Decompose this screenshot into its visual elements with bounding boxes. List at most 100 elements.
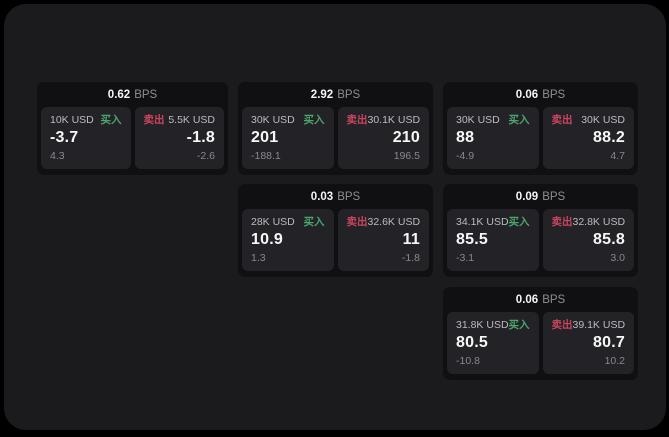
sell-panel[interactable]: 卖出 5.5K USD -1.8 -2.6 [134, 107, 224, 169]
buy-amount: 10K USD [50, 114, 94, 126]
sell-delta: -2.6 [196, 150, 215, 162]
sell-delta: 196.5 [393, 150, 420, 162]
sell-amount: 30K USD [581, 114, 625, 126]
sell-panel[interactable]: 卖出 30.1K USD 210 196.5 [337, 107, 429, 169]
bps-spread-value: 2.92 [310, 88, 334, 101]
sell-top-row: 卖出 30.1K USD [347, 114, 421, 126]
buy-panel[interactable]: 10K USD 买入 -3.7 4.3 [41, 107, 131, 169]
buy-top-row: 30K USD 买入 [456, 114, 530, 126]
bps-spread-value: 0.03 [310, 190, 334, 203]
card-body: 31.8K USD 买入 80.5 -10.8 卖出 39.1K USD 80.… [443, 312, 638, 380]
buy-price: 88 [456, 129, 475, 146]
sell-side-label: 卖出 [551, 216, 573, 228]
card-body: 30K USD 买入 201 -188.1 卖出 30.1K USD 210 1… [238, 107, 433, 175]
buy-price: 85.5 [456, 231, 488, 248]
card-body: 30K USD 买入 88 -4.9 卖出 30K USD 88.2 4.7 [443, 107, 638, 175]
sell-top-row: 卖出 5.5K USD [144, 114, 216, 126]
bps-unit-label: BPS [542, 293, 566, 306]
sell-delta: 4.7 [610, 150, 625, 162]
quote-card[interactable]: 0.06 BPS 30K USD 买入 88 -4.9 卖出 30K USD 8… [443, 82, 638, 175]
card-header: 0.09 BPS [443, 184, 638, 209]
bps-unit-label: BPS [134, 88, 158, 101]
quote-card[interactable]: 2.92 BPS 30K USD 买入 201 -188.1 卖出 30.1K … [238, 82, 433, 175]
card-body: 10K USD 买入 -3.7 4.3 卖出 5.5K USD -1.8 -2.… [37, 107, 228, 175]
cards-area: 0.62 BPS 10K USD 买入 -3.7 4.3 卖出 5.5K USD… [4, 4, 666, 430]
card-header: 0.03 BPS [238, 184, 433, 209]
sell-amount: 32.6K USD [367, 216, 421, 228]
bps-spread-value: 0.06 [515, 293, 539, 306]
quote-card[interactable]: 0.09 BPS 34.1K USD 买入 85.5 -3.1 卖出 32.8K… [443, 184, 638, 277]
sell-amount: 30.1K USD [367, 114, 421, 126]
buy-delta: -188.1 [251, 150, 281, 162]
buy-amount: 34.1K USD [456, 216, 509, 228]
buy-price: -3.7 [50, 129, 79, 146]
sell-top-row: 卖出 32.8K USD [552, 216, 626, 228]
buy-panel[interactable]: 28K USD 买入 10.9 1.3 [242, 209, 334, 271]
quote-card[interactable]: 0.62 BPS 10K USD 买入 -3.7 4.3 卖出 5.5K USD… [37, 82, 228, 175]
card-body: 34.1K USD 买入 85.5 -3.1 卖出 32.8K USD 85.8… [443, 209, 638, 277]
sell-price: 80.7 [593, 334, 625, 351]
bps-unit-label: BPS [542, 190, 566, 203]
buy-amount: 30K USD [251, 114, 295, 126]
card-header: 0.06 BPS [443, 82, 638, 107]
sell-panel[interactable]: 卖出 32.6K USD 11 -1.8 [337, 209, 429, 271]
buy-panel[interactable]: 30K USD 买入 201 -188.1 [242, 107, 334, 169]
buy-top-row: 30K USD 买入 [251, 114, 325, 126]
sell-top-row: 卖出 39.1K USD [552, 319, 626, 331]
buy-side-label: 买入 [100, 114, 122, 126]
sell-side-label: 卖出 [346, 114, 368, 126]
sell-price: 85.8 [593, 231, 625, 248]
bps-spread-value: 0.06 [515, 88, 539, 101]
quote-board-panel: 0.62 BPS 10K USD 买入 -3.7 4.3 卖出 5.5K USD… [4, 4, 666, 430]
buy-side-label: 买入 [508, 216, 530, 228]
buy-delta: -3.1 [456, 252, 475, 264]
sell-side-label: 卖出 [551, 114, 573, 126]
sell-delta: -1.8 [401, 252, 420, 264]
bps-spread-value: 0.62 [107, 88, 131, 101]
buy-amount: 31.8K USD [456, 319, 509, 331]
buy-price: 201 [251, 129, 279, 146]
sell-delta: 10.2 [604, 355, 625, 367]
buy-amount: 28K USD [251, 216, 295, 228]
sell-amount: 39.1K USD [572, 319, 626, 331]
sell-price: 11 [402, 231, 420, 248]
buy-top-row: 10K USD 买入 [50, 114, 122, 126]
buy-side-label: 买入 [303, 216, 325, 228]
quote-card[interactable]: 0.03 BPS 28K USD 买入 10.9 1.3 卖出 32.6K US… [238, 184, 433, 277]
card-body: 28K USD 买入 10.9 1.3 卖出 32.6K USD 11 -1.8 [238, 209, 433, 277]
sell-panel[interactable]: 卖出 30K USD 88.2 4.7 [542, 107, 634, 169]
sell-side-label: 卖出 [346, 216, 368, 228]
bps-spread-value: 0.09 [515, 190, 539, 203]
sell-delta: 3.0 [610, 252, 625, 264]
sell-side-label: 卖出 [143, 114, 165, 126]
sell-price: 210 [392, 129, 420, 146]
sell-panel[interactable]: 卖出 32.8K USD 85.8 3.0 [542, 209, 634, 271]
buy-top-row: 31.8K USD 买入 [456, 319, 530, 331]
buy-delta: -10.8 [456, 355, 480, 367]
buy-panel[interactable]: 34.1K USD 买入 85.5 -3.1 [447, 209, 539, 271]
sell-top-row: 卖出 30K USD [552, 114, 626, 126]
buy-panel[interactable]: 31.8K USD 买入 80.5 -10.8 [447, 312, 539, 374]
buy-side-label: 买入 [508, 114, 530, 126]
card-header: 2.92 BPS [238, 82, 433, 107]
sell-panel[interactable]: 卖出 39.1K USD 80.7 10.2 [542, 312, 634, 374]
quote-card[interactable]: 0.06 BPS 31.8K USD 买入 80.5 -10.8 卖出 39.1… [443, 287, 638, 380]
buy-delta: 1.3 [251, 252, 266, 264]
sell-top-row: 卖出 32.6K USD [347, 216, 421, 228]
buy-delta: -4.9 [456, 150, 475, 162]
buy-panel[interactable]: 30K USD 买入 88 -4.9 [447, 107, 539, 169]
card-header: 0.62 BPS [37, 82, 228, 107]
buy-side-label: 买入 [303, 114, 325, 126]
buy-side-label: 买入 [508, 319, 530, 331]
card-header: 0.06 BPS [443, 287, 638, 312]
buy-top-row: 28K USD 买入 [251, 216, 325, 228]
buy-price: 80.5 [456, 334, 488, 351]
buy-amount: 30K USD [456, 114, 500, 126]
sell-amount: 32.8K USD [572, 216, 626, 228]
bps-unit-label: BPS [337, 190, 361, 203]
sell-amount: 5.5K USD [168, 114, 215, 126]
sell-side-label: 卖出 [551, 319, 573, 331]
buy-top-row: 34.1K USD 买入 [456, 216, 530, 228]
sell-price: -1.8 [186, 129, 215, 146]
buy-price: 10.9 [251, 231, 283, 248]
